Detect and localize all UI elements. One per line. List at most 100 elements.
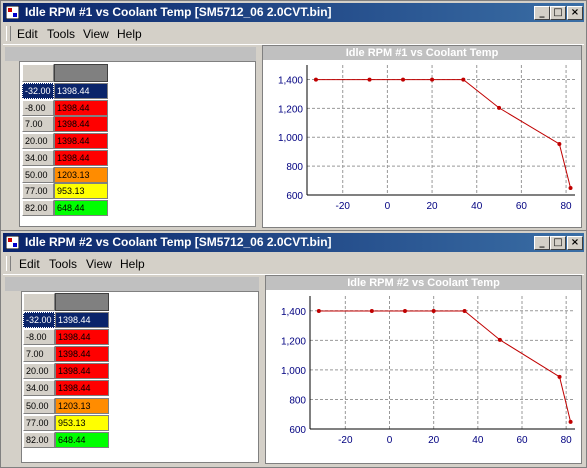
row-header[interactable]: -32.00 (22, 83, 54, 99)
row-header[interactable]: -8.00 (22, 99, 54, 116)
y-tick-label: 1,000 (278, 133, 303, 144)
x-tick-label: 80 (561, 201, 573, 212)
row-header[interactable]: 77.00 (22, 183, 54, 200)
row-header[interactable]: 7.00 (22, 116, 54, 133)
menu-view[interactable]: View (83, 27, 109, 41)
table-cell[interactable]: 648.44 (55, 431, 109, 448)
x-tick-label: 60 (516, 435, 528, 446)
line-chart: -20 0 20 40 60 80 600 800 1,000 1,200 1,400 (278, 65, 575, 212)
chart-title: Idle RPM #1 vs Coolant Temp (263, 46, 581, 60)
data-point (568, 186, 573, 191)
table-cell[interactable]: 648.44 (54, 199, 108, 216)
menu-view[interactable]: View (86, 257, 112, 271)
app-icon (6, 236, 19, 249)
menu-edit[interactable]: Edit (19, 257, 40, 271)
table-cell[interactable]: 1398.44 (54, 116, 108, 133)
data-point (461, 77, 466, 82)
row-header[interactable]: 34.00 (23, 380, 55, 397)
table-panel: -32.00 1398.44 -8.00 1398.44 7.00 1398.44 20.0… (21, 291, 259, 463)
column-header[interactable] (54, 64, 108, 82)
close-icon[interactable]: × (567, 6, 583, 20)
table-cell[interactable]: 1398.44 (55, 329, 109, 346)
row-header[interactable]: 7.00 (23, 346, 55, 363)
x-tick-label: -20 (336, 201, 351, 212)
table-cell[interactable]: 953.13 (54, 183, 108, 200)
table-cell[interactable]: 953.13 (55, 414, 109, 431)
grid-header-strip (5, 277, 259, 291)
x-tick-label: 40 (471, 201, 483, 212)
table-cell[interactable]: 1398.44 (55, 363, 109, 380)
row-header[interactable]: 34.00 (22, 149, 54, 166)
table-cell[interactable]: 1398.44 (55, 380, 109, 397)
chart-panel: Idle RPM #2 vs Coolant Temp -20 0 20 40 60 80… (265, 275, 582, 464)
menu-grip (6, 26, 11, 41)
table-cell[interactable]: 1203.13 (55, 397, 109, 414)
table-cell[interactable]: 1398.44 (54, 99, 108, 116)
y-tick-label: 1,200 (281, 336, 306, 347)
data-point (402, 309, 407, 314)
y-tick-label: 800 (289, 395, 306, 406)
data-point (313, 77, 318, 82)
series-line (318, 310, 572, 422)
row-header[interactable]: 20.00 (23, 363, 55, 380)
close-icon[interactable]: × (567, 236, 583, 250)
table-cell[interactable]: 1398.44 (54, 83, 108, 99)
minimize-icon[interactable]: _ (534, 6, 550, 20)
x-tick-label: 40 (472, 435, 484, 446)
data-point (568, 419, 573, 424)
data-point (497, 105, 502, 110)
y-tick-label: 1,400 (281, 307, 306, 318)
title-bar[interactable]: Idle RPM #1 vs Coolant Temp [SM5712_06 2… (3, 3, 584, 22)
menu-help[interactable]: Help (117, 27, 142, 41)
x-tick-label: 0 (385, 201, 391, 212)
line-chart: -20 0 20 40 60 80 600 800 1,000 1,200 1,400 (281, 296, 575, 446)
x-tick-label: 20 (427, 201, 439, 212)
x-tick-label: 20 (428, 435, 440, 446)
minimize-icon[interactable]: _ (534, 236, 550, 250)
y-tick-label: 1,000 (281, 366, 306, 377)
chart-title: Idle RPM #2 vs Coolant Temp (266, 276, 581, 290)
menu-tools[interactable]: Tools (49, 257, 78, 271)
row-header[interactable]: -32.00 (23, 312, 55, 328)
window-title: Idle RPM #2 vs Coolant Temp [SM5712_06 2… (25, 235, 332, 249)
menu-grip (6, 256, 11, 271)
table-cell[interactable]: 1203.13 (54, 166, 108, 183)
data-point (430, 77, 435, 82)
table-corner (23, 293, 55, 311)
row-header[interactable]: -8.00 (23, 329, 55, 346)
x-tick-label: -20 (338, 435, 353, 446)
y-tick-label: 1,200 (278, 104, 303, 115)
x-tick-label: 80 (561, 435, 573, 446)
row-header[interactable]: 82.00 (22, 199, 54, 216)
data-point (369, 309, 374, 314)
maximize-icon[interactable]: □ (550, 236, 566, 250)
chart-panel: Idle RPM #1 vs Coolant Temp -20 0 20 40 60 80… (262, 45, 582, 228)
title-bar[interactable]: Idle RPM #2 vs Coolant Temp [SM5712_06 2… (3, 233, 584, 252)
row-header[interactable]: 50.00 (22, 166, 54, 183)
menu-bar: Edit Tools View Help (3, 24, 584, 45)
x-tick-label: 60 (516, 201, 528, 212)
table-cell[interactable]: 1398.44 (55, 346, 109, 363)
column-header[interactable] (55, 293, 109, 311)
table-cell[interactable]: 1398.44 (54, 133, 108, 150)
menu-tools[interactable]: Tools (47, 27, 76, 41)
data-point (462, 309, 467, 314)
app-icon (6, 6, 19, 19)
menu-edit[interactable]: Edit (17, 27, 38, 41)
table-cell[interactable]: 1398.44 (55, 312, 109, 328)
window-title: Idle RPM #1 vs Coolant Temp [SM5712_06 2… (25, 5, 332, 19)
maximize-icon[interactable]: □ (550, 6, 566, 20)
row-header[interactable]: 77.00 (23, 414, 55, 431)
menu-help[interactable]: Help (120, 257, 145, 271)
data-point (497, 337, 502, 342)
row-header[interactable]: 82.00 (23, 431, 55, 448)
y-tick-label: 600 (286, 191, 303, 202)
row-header[interactable]: 50.00 (23, 397, 55, 414)
data-point (316, 309, 321, 314)
map-window-2: Idle RPM #2 vs Coolant Temp [SM5712_06 2… (0, 230, 587, 468)
menu-bar: Edit Tools View Help (3, 254, 584, 275)
table-cell[interactable]: 1398.44 (54, 149, 108, 166)
data-point (557, 141, 562, 146)
row-header[interactable]: 20.00 (22, 133, 54, 150)
grid-header-strip (5, 47, 256, 61)
